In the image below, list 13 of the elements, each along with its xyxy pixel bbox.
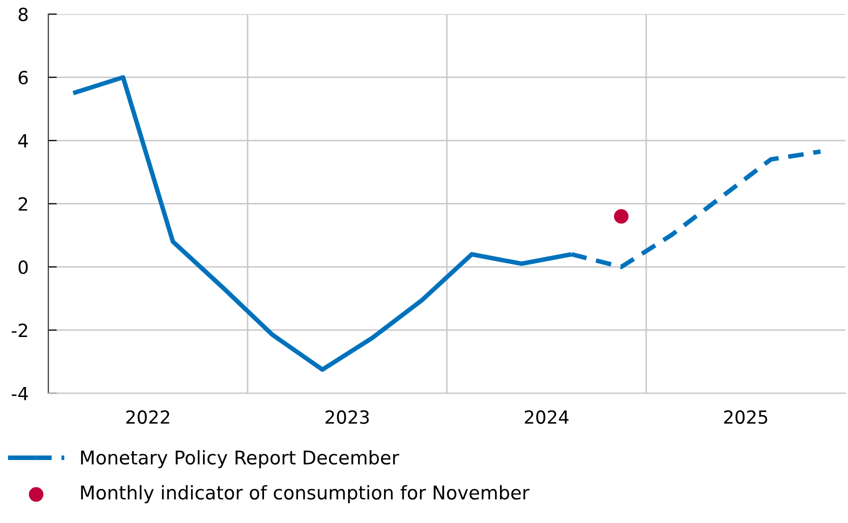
y-tick-label: 2 <box>18 197 28 211</box>
x-tick-label: 2023 <box>326 410 369 424</box>
y-tick-label: 0 <box>18 260 28 274</box>
y-tick-label: -2 <box>12 324 28 337</box>
y-tick-label: 6 <box>18 70 28 84</box>
y-tick-label: -4 <box>12 386 28 400</box>
y-tick-label: 8 <box>18 8 28 22</box>
legend-label: Monetary Policy Report December <box>81 450 400 468</box>
x-tick-label: 2022 <box>126 410 170 424</box>
x-tick-label: 2024 <box>524 410 568 424</box>
y-tick-label: 4 <box>18 134 28 148</box>
legend-label: Monthly indicator of consumption for November <box>81 485 530 504</box>
x-tick-label: 2025 <box>724 410 768 424</box>
